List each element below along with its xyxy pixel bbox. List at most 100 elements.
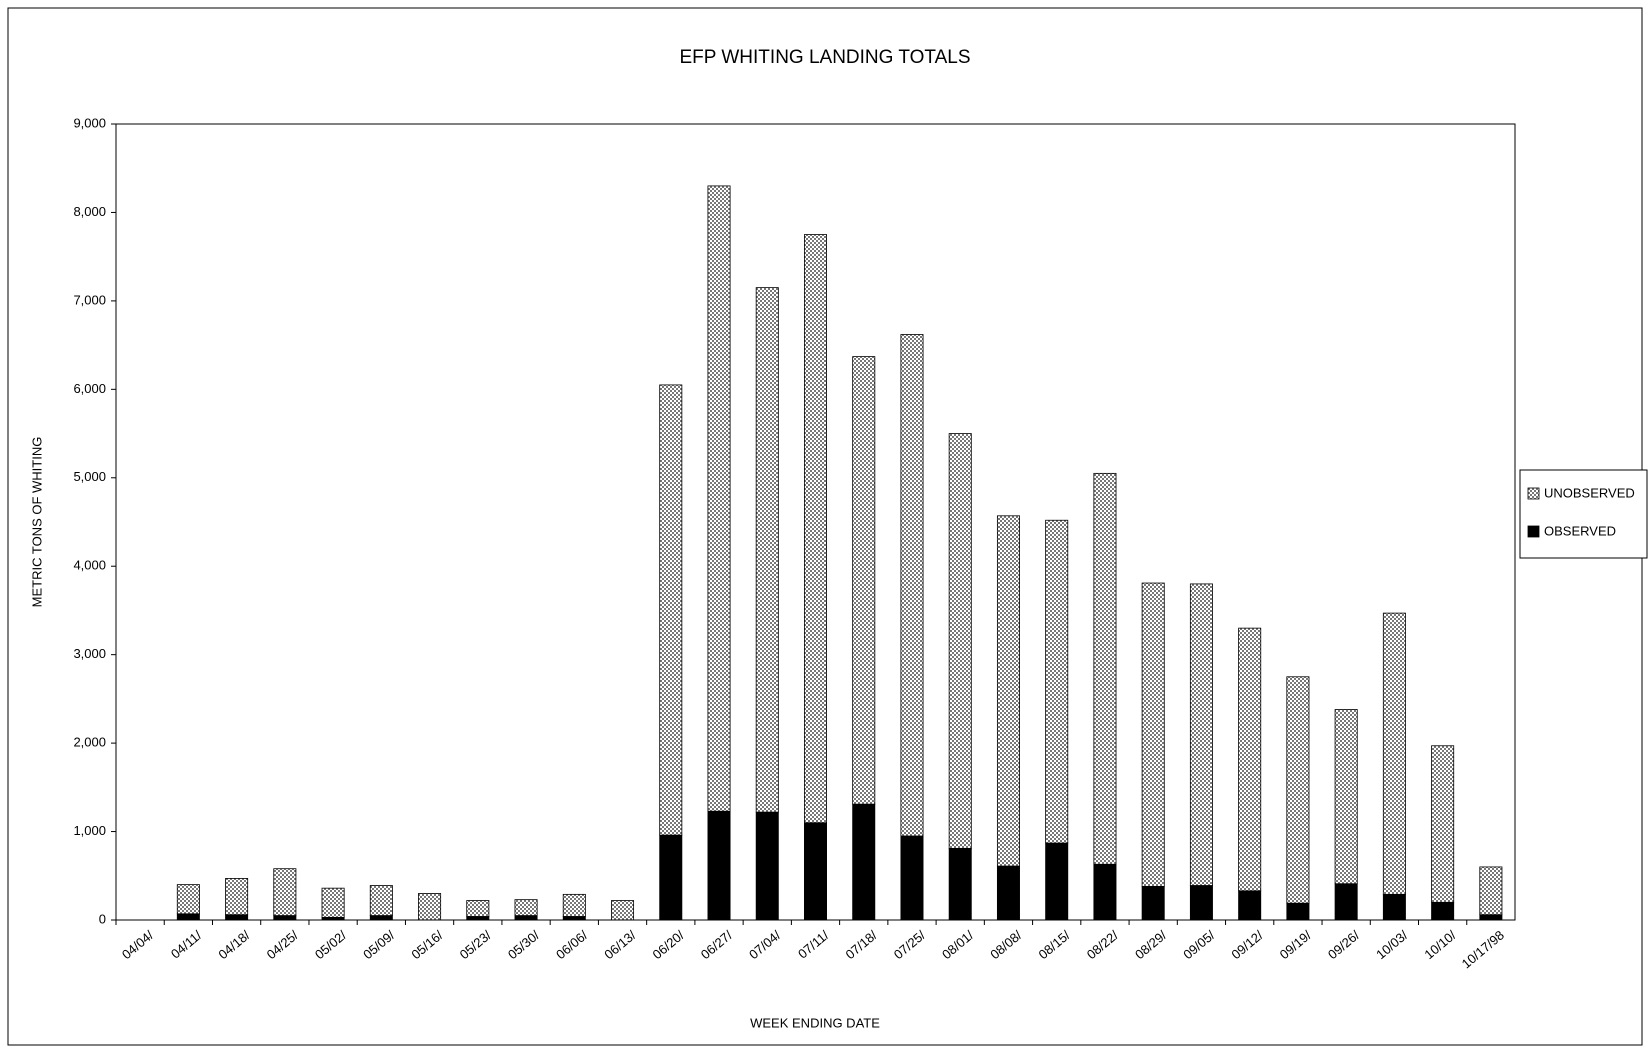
legend-label: OBSERVED xyxy=(1544,523,1616,538)
x-tick-label: 08/22/ xyxy=(1084,927,1122,962)
legend-swatch xyxy=(1527,525,1540,538)
x-tick-label: 06/13/ xyxy=(601,927,639,962)
bar-segment xyxy=(418,893,442,921)
bar-segment xyxy=(996,515,1020,867)
bar-segment xyxy=(707,185,731,812)
bar-segment xyxy=(948,847,972,921)
x-tick-label: 10/03/ xyxy=(1373,927,1411,962)
bar-segment xyxy=(225,878,249,916)
bar-segment xyxy=(273,868,297,916)
bar-segment xyxy=(1238,890,1262,921)
bar-segment xyxy=(176,884,200,915)
x-tick-label: 04/11/ xyxy=(168,927,205,961)
bar-segment xyxy=(659,834,683,921)
bar-segment xyxy=(466,900,490,917)
y-tick-label: 0 xyxy=(99,911,106,926)
bar-segment xyxy=(996,865,1020,921)
x-tick-label: 09/05/ xyxy=(1180,927,1218,962)
bar-segment xyxy=(804,822,827,921)
x-tick-label: 08/29/ xyxy=(1132,927,1170,962)
y-tick-label: 4,000 xyxy=(73,558,106,573)
x-tick-label: 10/17/98 xyxy=(1459,927,1507,971)
x-tick-label: 05/16/ xyxy=(408,927,446,962)
x-tick-label: 06/27/ xyxy=(698,927,736,962)
bar-segment xyxy=(1189,583,1213,886)
bar-segment xyxy=(1045,842,1069,921)
bar-segment xyxy=(1334,883,1358,921)
x-axis-title: WEEK ENDING DATE xyxy=(750,1015,880,1030)
chart-title: EFP WHITING LANDING TOTALS xyxy=(679,47,970,68)
bar-segment xyxy=(1431,745,1455,903)
bar-segment xyxy=(1334,709,1358,885)
legend-label: UNOBSERVED xyxy=(1544,485,1635,500)
bar-segment xyxy=(1141,582,1165,887)
bar-segment xyxy=(1431,901,1455,921)
y-axis-title: METRIC TONS OF WHITING xyxy=(29,437,44,608)
bar-segment xyxy=(562,916,586,921)
x-tick-label: 05/30/ xyxy=(505,927,543,962)
x-tick-label: 05/09/ xyxy=(360,927,398,962)
bar-segment xyxy=(562,893,586,917)
bar-segment xyxy=(1189,885,1213,921)
bar-segment xyxy=(369,885,393,916)
bar-segment xyxy=(611,900,635,921)
x-tick-label: 08/01/ xyxy=(939,927,977,962)
x-tick-label: 05/23/ xyxy=(457,927,495,962)
x-tick-label: 05/02/ xyxy=(312,927,350,962)
bar-segment xyxy=(900,334,924,837)
bar-segment xyxy=(514,915,538,921)
bar-segment xyxy=(1238,627,1262,892)
bar-segment xyxy=(321,887,345,918)
y-tick-label: 3,000 xyxy=(73,646,106,661)
x-tick-label: 07/11/ xyxy=(795,927,832,961)
bar-segment xyxy=(1286,676,1310,904)
bar-segment xyxy=(659,384,683,836)
bar-segment xyxy=(1141,885,1165,921)
bar-segment xyxy=(1382,612,1406,895)
x-tick-label: 10/10/ xyxy=(1421,927,1459,962)
legend-swatch xyxy=(1527,487,1540,500)
bar-segment xyxy=(804,234,827,824)
bar-segment xyxy=(1286,902,1310,921)
x-tick-label: 09/26/ xyxy=(1325,927,1363,962)
bar-segment xyxy=(948,433,972,849)
bar-segment xyxy=(900,835,924,921)
bar-segment xyxy=(369,915,393,921)
bar-segment xyxy=(852,803,876,921)
bar-segment xyxy=(273,915,297,921)
x-tick-label: 08/08/ xyxy=(987,927,1025,962)
y-tick-label: 8,000 xyxy=(73,204,106,219)
bar-segment xyxy=(852,356,876,805)
bar-segment xyxy=(707,810,731,921)
x-tick-label: 04/04/ xyxy=(119,927,157,962)
bar-segment xyxy=(1093,472,1117,865)
legend-box xyxy=(1519,469,1648,559)
bar-segment xyxy=(176,913,200,921)
y-tick-label: 7,000 xyxy=(73,292,106,307)
y-tick-label: 2,000 xyxy=(73,735,106,750)
x-tick-label: 08/15/ xyxy=(1036,927,1074,962)
x-tick-label: 07/18/ xyxy=(843,927,881,962)
bar-segment xyxy=(755,811,779,921)
x-tick-label: 06/06/ xyxy=(553,927,591,962)
bar-segment xyxy=(755,287,779,813)
y-tick-label: 1,000 xyxy=(73,823,106,838)
y-tick-label: 6,000 xyxy=(73,381,106,396)
bar-segment xyxy=(466,916,490,921)
x-tick-label: 04/25/ xyxy=(264,927,302,962)
bar-segment xyxy=(225,914,249,921)
bar-segment xyxy=(1479,866,1503,916)
x-tick-label: 04/18/ xyxy=(215,927,253,962)
bar-segment xyxy=(1093,863,1117,921)
bar-segment xyxy=(514,899,538,916)
x-tick-label: 06/20/ xyxy=(650,927,688,962)
y-tick-label: 5,000 xyxy=(73,469,106,484)
x-tick-label: 09/12/ xyxy=(1228,927,1266,962)
bar-segment xyxy=(1382,893,1406,921)
y-tick-label: 9,000 xyxy=(73,115,106,130)
x-tick-label: 07/04/ xyxy=(746,927,784,962)
x-tick-label: 09/19/ xyxy=(1277,927,1315,962)
